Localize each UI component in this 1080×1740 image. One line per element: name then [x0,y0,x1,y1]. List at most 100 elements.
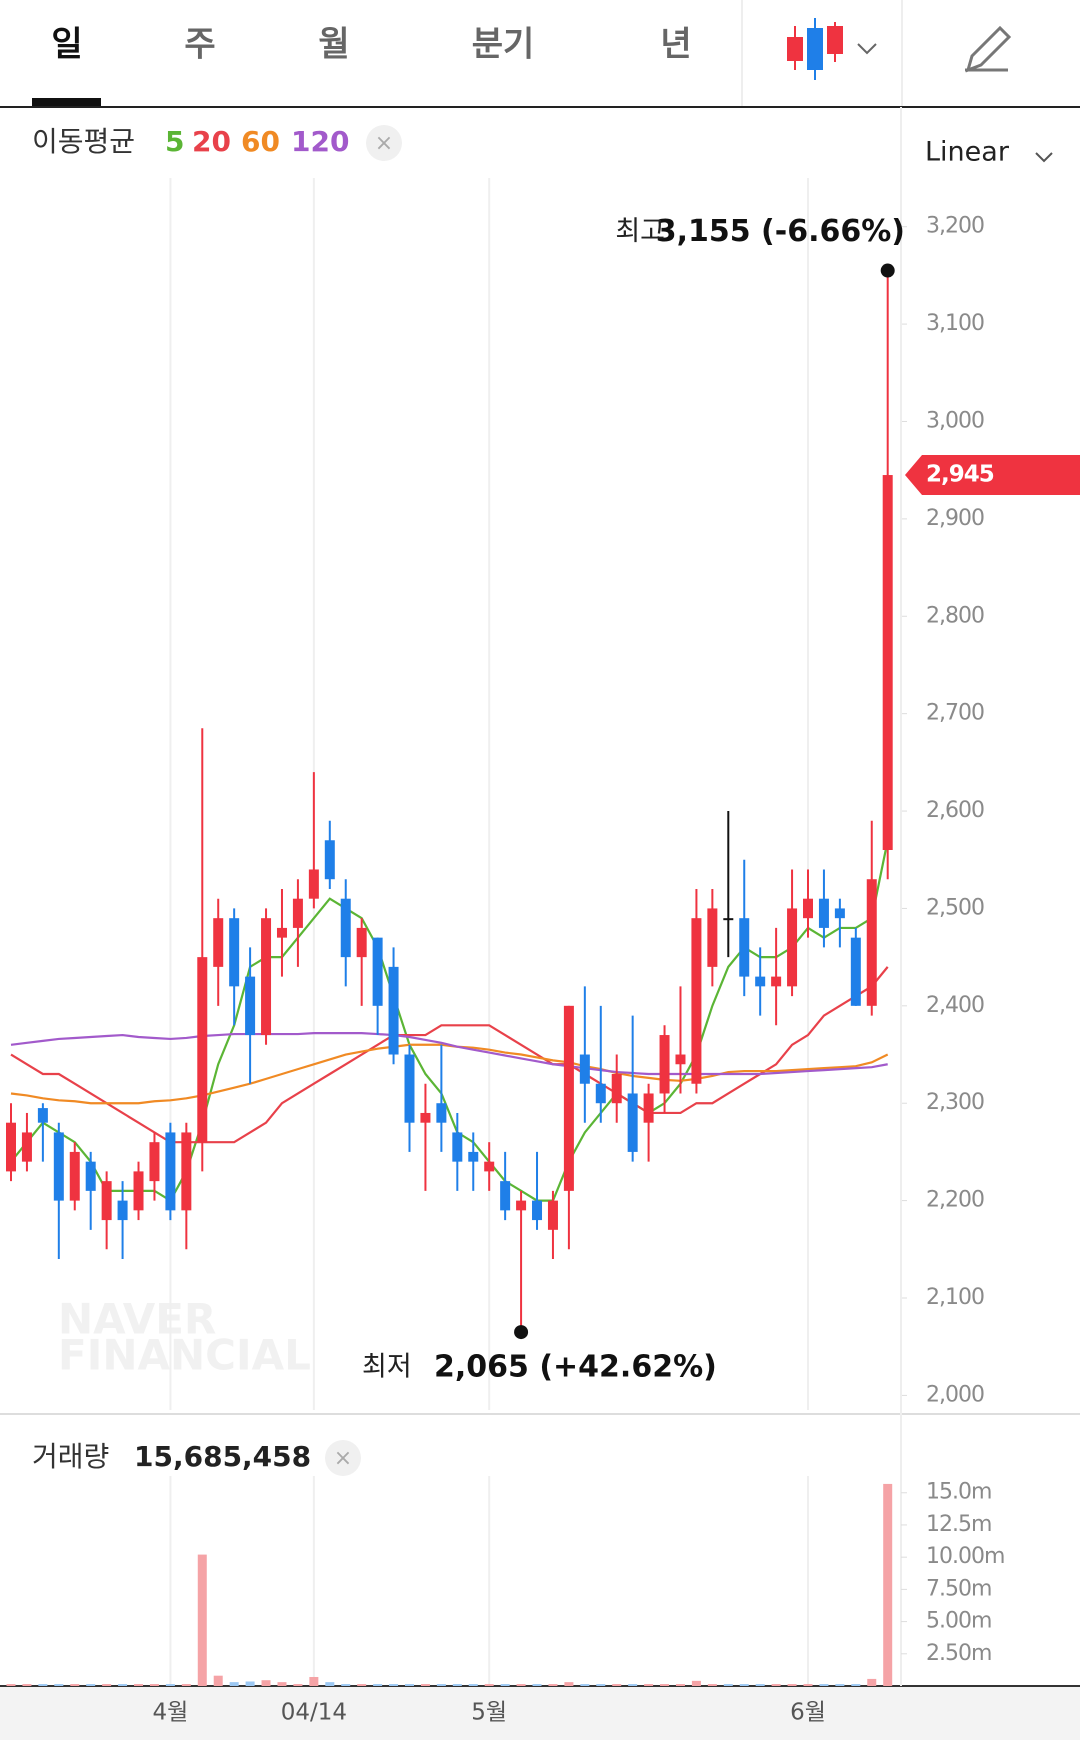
draw-button[interactable] [965,25,1012,73]
x-tick-label: 6월 [790,1700,826,1726]
volume-bar [405,1684,414,1686]
volume-bar [707,1684,717,1686]
y-tick-label: 2,400 [926,993,984,1018]
candle-body [579,1054,590,1084]
volume-bar [819,1684,829,1686]
tab[interactable]: 년 [660,25,691,65]
y-tick-label: 7.50m [926,1576,991,1601]
annotation-label: 최고 [615,216,665,247]
price-plot [6,178,907,1410]
scale-selector[interactable]: Linear [925,137,1010,168]
chart-type-button[interactable] [787,18,877,80]
candle-body [69,1151,80,1201]
close-button[interactable] [366,125,402,161]
volume-bar [723,1684,733,1686]
volume-bar [739,1684,749,1686]
dropdown-arrow [1035,152,1053,163]
volume-bar [277,1682,287,1686]
x-tick-label: 04/14 [281,1700,347,1726]
volume-bar [851,1684,861,1686]
candle-body [452,1132,463,1162]
candle-body [850,937,861,1006]
ma-line [10,966,889,1144]
candle-body [834,908,845,919]
watermark-text: FINANCIAL [58,1331,311,1380]
y-tick-label: 12.5m [926,1512,991,1537]
annotation-label: 최저 [362,1352,412,1383]
close-icon[interactable]: × [375,131,393,156]
y-tick-label: 3,200 [926,214,984,239]
volume-bar [261,1680,271,1686]
legend-entry: 5 [165,125,184,158]
candle-body [21,1132,32,1162]
candle-body [659,1035,670,1094]
volume-bar [245,1681,255,1686]
y-tick-label: 2,100 [926,1285,984,1310]
candle-body [611,1074,622,1104]
volume-bar [341,1684,351,1686]
y-tick-label: 2,700 [926,701,984,726]
volume-bar [357,1684,367,1686]
candle-body [308,869,319,899]
candle-body [53,1132,64,1201]
volume-bar [197,1554,207,1686]
y-tick-label: 3,100 [926,311,984,336]
y-tick-label: 3,000 [926,408,984,433]
candle-body [882,475,893,850]
volume-bar [86,1684,96,1686]
price-tag [905,455,1080,496]
volume-bar [803,1684,813,1686]
candle-body [149,1142,160,1182]
volume-bar [755,1684,765,1686]
volume-bar [612,1684,622,1686]
candle-body [6,1122,16,1172]
candle-body [340,898,351,958]
y-tick-label: 2,000 [926,1382,984,1407]
y-tick-label: 2,800 [926,603,984,628]
volume-bar [134,1684,144,1686]
volume-bar [516,1684,526,1686]
x-tick-label: 4월 [153,1700,189,1726]
volume-bar [548,1684,558,1686]
volume-bar [564,1682,574,1686]
tab[interactable]: 주 [184,25,215,65]
candle-body [707,908,718,967]
y-tick-label: 2,300 [926,1090,984,1115]
candle-body [468,1151,479,1162]
candle-body [500,1181,511,1211]
y-tick-label: 2,200 [926,1188,984,1213]
volume-bar [102,1684,112,1686]
candle-body [595,1083,606,1104]
candle-body [818,898,829,928]
legend-entry: 120 [291,125,349,158]
candle-body [691,918,702,1084]
tab[interactable]: 분기 [472,25,535,65]
candle-body [532,1200,543,1221]
candle-body [436,1103,447,1123]
candle-body [197,957,208,1143]
volume-bar [771,1684,781,1686]
candle-body [484,1161,495,1172]
candle-body [165,1132,176,1211]
close-icon[interactable]: × [334,1446,352,1471]
volume-bar [38,1684,48,1686]
volume-bar [149,1684,159,1686]
ma-line [10,1032,888,1076]
candle-body [755,976,766,987]
y-tick-label: 2,500 [926,895,984,920]
volume-bar [309,1676,319,1686]
y-tick-label: 2,600 [926,798,984,823]
tab[interactable]: 월 [318,25,349,65]
volume-bar [293,1684,303,1686]
candle-body [181,1132,192,1211]
y-tick-label: 15.0m [926,1480,991,1505]
volume-bar [468,1684,478,1686]
tab[interactable]: 일 [51,25,82,65]
volume-bar [500,1684,510,1686]
candle-body [675,1054,686,1065]
legend: 5 20 60 120 [165,125,349,158]
volume-bar [628,1684,638,1686]
close-button[interactable] [325,1440,361,1476]
